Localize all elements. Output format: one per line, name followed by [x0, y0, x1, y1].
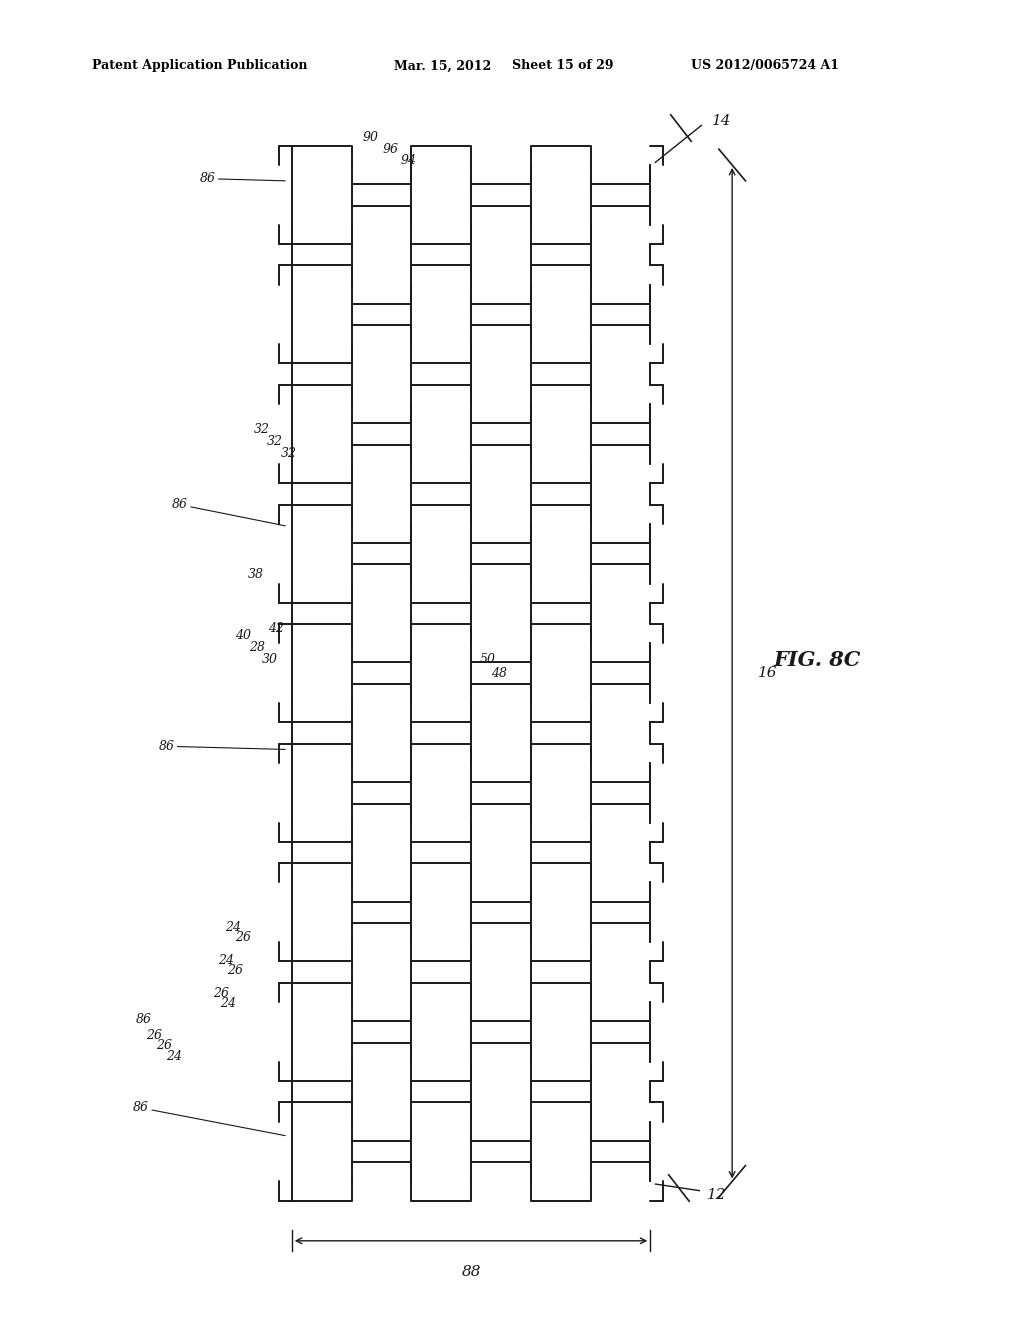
Text: 86: 86 [136, 1012, 153, 1026]
Text: 24: 24 [220, 997, 237, 1010]
Text: 14: 14 [712, 115, 731, 128]
Text: 24: 24 [218, 953, 234, 966]
Text: 26: 26 [213, 986, 229, 999]
Text: 86: 86 [172, 498, 286, 525]
Text: 96: 96 [382, 143, 398, 156]
Text: 26: 26 [156, 1039, 172, 1052]
Text: 26: 26 [236, 931, 252, 944]
Text: 32: 32 [254, 422, 270, 436]
Text: 48: 48 [492, 667, 508, 680]
Text: FIG. 8C: FIG. 8C [773, 649, 860, 671]
Text: Mar. 15, 2012: Mar. 15, 2012 [394, 59, 492, 73]
Text: 32: 32 [267, 434, 284, 447]
Text: 24: 24 [225, 920, 242, 933]
Text: US 2012/0065724 A1: US 2012/0065724 A1 [691, 59, 840, 73]
Text: 90: 90 [362, 131, 379, 144]
Text: Sheet 15 of 29: Sheet 15 of 29 [512, 59, 613, 73]
Text: 94: 94 [400, 153, 417, 166]
Text: 42: 42 [268, 622, 285, 635]
Text: 32: 32 [281, 446, 297, 459]
Text: 88: 88 [461, 1265, 481, 1279]
Text: 86: 86 [200, 172, 286, 185]
Text: 50: 50 [479, 652, 496, 665]
Text: 28: 28 [249, 640, 265, 653]
Text: 16: 16 [758, 667, 777, 680]
Text: 12: 12 [707, 1188, 726, 1201]
Text: 30: 30 [262, 652, 279, 665]
Text: 38: 38 [248, 568, 264, 581]
Text: 26: 26 [227, 964, 244, 977]
Text: 26: 26 [146, 1028, 163, 1041]
Text: 86: 86 [159, 739, 286, 752]
Text: 40: 40 [236, 628, 252, 642]
Text: 86: 86 [133, 1101, 286, 1135]
Text: 24: 24 [166, 1049, 182, 1063]
Text: Patent Application Publication: Patent Application Publication [92, 59, 307, 73]
